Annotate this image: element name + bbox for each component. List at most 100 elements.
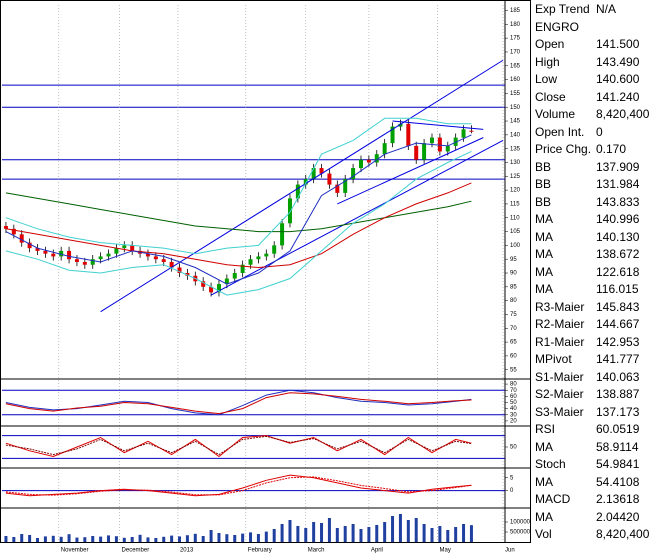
info-value: 138.672: [596, 247, 640, 261]
y-tick-label: 80: [510, 382, 517, 388]
info-value: 54.9841: [596, 457, 640, 471]
volume-bar: [327, 518, 331, 542]
volume-bar: [193, 533, 197, 542]
volume-bar: [75, 537, 79, 542]
info-label: RSI: [535, 422, 556, 436]
info-label: BB: [535, 177, 552, 191]
candle-body: [232, 273, 237, 279]
candle-body: [240, 264, 245, 274]
info-value: 131.984: [596, 177, 640, 191]
volume-bar: [122, 537, 126, 542]
volume-bar: [288, 520, 292, 542]
info-value: 58.9114: [596, 439, 639, 454]
candle-body: [35, 248, 40, 251]
volume-bar: [359, 529, 363, 542]
info-label: ENGRO: [535, 19, 580, 34]
volume-bar: [469, 525, 473, 542]
trend-line: [100, 59, 504, 313]
candle-body: [280, 223, 285, 246]
volume-bar: [91, 536, 95, 542]
y-tick-label: 55: [510, 367, 517, 373]
volume-bar: [391, 516, 395, 542]
volume-bar: [12, 537, 16, 542]
y-tick-label: 175: [510, 36, 521, 42]
y-tick-label: 170: [510, 50, 521, 56]
candle-body: [27, 242, 32, 249]
volume-bar: [383, 522, 387, 542]
info-value: 8,420,400: [596, 527, 650, 541]
candle-body: [390, 126, 395, 144]
info-label: Volume: [535, 107, 576, 121]
volume-bar: [406, 520, 410, 542]
info-value: 2.04420: [596, 509, 640, 524]
y-tick-label: 180: [510, 22, 521, 28]
indicator-line: [5, 476, 472, 496]
info-label: MA: [535, 264, 553, 279]
y-tick-label: 80: [510, 298, 517, 304]
y-tick-label: 30: [510, 412, 517, 418]
indicator-line: [5, 435, 472, 458]
volume-bar: [422, 524, 426, 542]
info-label: S1-Maier: [535, 369, 584, 384]
info-label: Open Int.: [535, 124, 585, 139]
candle-body: [201, 281, 206, 287]
volume-bar: [130, 537, 134, 542]
info-value: 140.600: [596, 72, 640, 86]
y-tick-label: 135: [510, 146, 521, 152]
volume-bar: [272, 529, 276, 542]
y-tick-label: 5000000: [510, 530, 531, 536]
candle-body: [74, 259, 79, 262]
info-label: MPivot: [535, 352, 572, 366]
y-tick-label: 155: [510, 91, 521, 97]
info-value: 141.500: [596, 37, 640, 51]
candle-body: [422, 143, 427, 160]
info-label: MA: [535, 474, 553, 489]
volume-bar: [438, 526, 442, 542]
candle-body: [130, 245, 135, 251]
candle-body: [145, 253, 150, 257]
y-tick-label: 95: [510, 257, 517, 263]
volume-bar: [367, 527, 371, 542]
info-label: Price Chg.: [535, 142, 592, 156]
volume-bar: [4, 536, 8, 542]
indicator-line: [5, 392, 472, 415]
volume-bar: [178, 536, 182, 542]
info-value: 2.13618: [596, 492, 640, 506]
candle-body: [216, 284, 221, 293]
y-tick-label: 130: [510, 160, 521, 166]
x-tick-label: March: [308, 548, 325, 554]
info-label: High: [535, 54, 560, 69]
candle-body: [398, 123, 403, 127]
x-tick-label: December: [122, 548, 150, 554]
volume-bar: [51, 535, 55, 542]
x-tick-label: February: [248, 548, 272, 554]
candle-body: [327, 173, 332, 185]
info-label: R1-Maier: [535, 334, 585, 349]
volume-bar: [264, 531, 268, 542]
candle-body: [43, 250, 48, 254]
volume-bar: [462, 524, 466, 542]
candle-body: [161, 259, 166, 262]
y-tick-label: 70: [510, 388, 517, 394]
volume-bar: [312, 522, 316, 542]
info-label: Open: [535, 37, 565, 51]
info-label: MA: [535, 212, 553, 226]
info-value: 144.667: [596, 317, 640, 331]
y-tick-label: 60: [510, 353, 517, 359]
indicator-line: [5, 150, 472, 296]
y-tick-label: 40: [510, 406, 517, 412]
candle-body: [264, 253, 269, 257]
info-label: S3-Maier: [535, 404, 584, 419]
info-value: 0.170: [596, 142, 627, 156]
volume-bar: [83, 537, 87, 542]
y-tick-label: 160: [510, 77, 521, 83]
y-tick-label: 90: [510, 271, 517, 277]
volume-bar: [107, 535, 111, 542]
volume-bar: [209, 530, 213, 542]
candle-body: [98, 256, 103, 260]
candle-body: [429, 137, 434, 144]
candle-body: [185, 273, 190, 276]
y-tick-label: 0: [510, 488, 514, 494]
y-tick-label: 75: [510, 312, 517, 318]
info-label: Low: [535, 72, 558, 86]
